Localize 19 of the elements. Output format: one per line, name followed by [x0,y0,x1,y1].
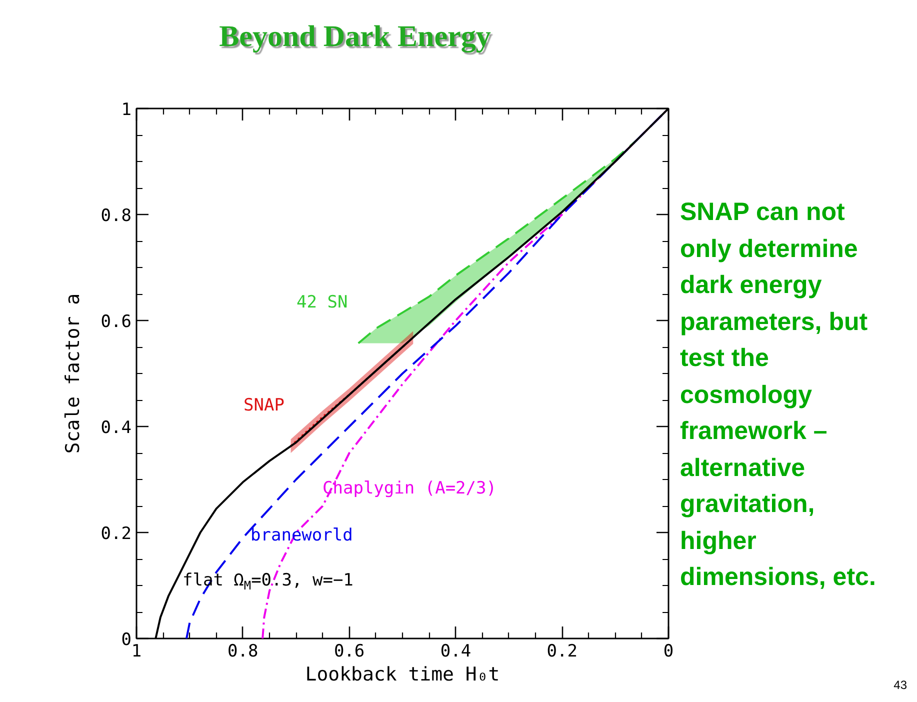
x-tick-label: 0 [663,642,674,662]
chart-title: Beyond Dark Energy [218,19,492,55]
y-tick-label: 0.4 [100,418,132,438]
y-tick-label: 0.6 [100,312,132,332]
y-tick-label: 1 [121,100,132,120]
x-tick-label: 0.6 [334,642,365,662]
x-tick-label: 0.4 [440,642,472,662]
series-label: SNAP [244,396,284,416]
y-tick-label: 0.2 [100,524,132,544]
text: SNAP can not only determine dark energy parameters, but test the cosmology framework – alternative gravitation, higher dimensions, etc. [680,198,876,591]
series-label: 42 SN [296,292,348,312]
x-tick-label: 0.8 [228,642,258,662]
y-axis-title: Scale factor a [62,293,84,454]
series-label: Chaplygin (A=2/3) [322,478,496,498]
x-axis-title: Lookback time H₀t [305,664,500,686]
series-label: braneworld [250,526,353,546]
y-tick-label: 0.8 [100,206,132,226]
text: 43 [892,676,907,694]
x-tick-label: 0.2 [546,642,578,662]
